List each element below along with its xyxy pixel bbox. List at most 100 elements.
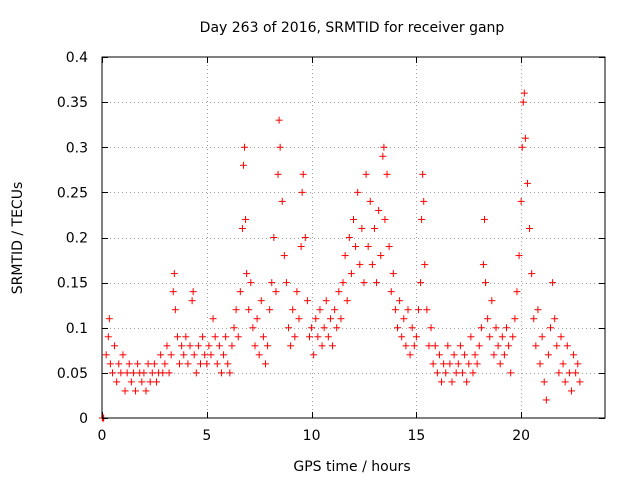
- data-point: [182, 333, 190, 341]
- y-tick-label: 0.35: [57, 95, 88, 111]
- data-point: [331, 306, 339, 314]
- data-point: [159, 369, 167, 377]
- data-point: [335, 288, 343, 296]
- data-point: [199, 333, 207, 341]
- data-point: [574, 360, 582, 368]
- data-point: [518, 143, 526, 151]
- data-point: [215, 342, 223, 350]
- data-point: [249, 324, 257, 332]
- data-point: [268, 279, 276, 287]
- data-point: [381, 215, 389, 223]
- data-point: [140, 369, 148, 377]
- data-point: [220, 351, 228, 359]
- data-point: [463, 378, 471, 386]
- data-point: [134, 360, 142, 368]
- data-point: [479, 261, 487, 269]
- data-point: [275, 116, 283, 124]
- data-point: [341, 252, 349, 260]
- data-point: [404, 306, 412, 314]
- data-point: [515, 252, 523, 260]
- data-point: [360, 279, 368, 287]
- data-point: [528, 270, 536, 278]
- data-point: [305, 333, 313, 341]
- data-point: [549, 279, 557, 287]
- data-point: [429, 360, 437, 368]
- data-point: [380, 143, 388, 151]
- data-point: [530, 315, 538, 323]
- data-point: [291, 333, 299, 341]
- data-point: [502, 324, 510, 332]
- data-point: [427, 324, 435, 332]
- data-point: [565, 369, 573, 377]
- data-point: [448, 378, 456, 386]
- data-point: [350, 215, 357, 223]
- data-point: [337, 315, 345, 323]
- data-point: [266, 306, 274, 314]
- data-point: [572, 369, 580, 377]
- data-point: [170, 270, 178, 278]
- data-point: [368, 261, 376, 269]
- data-point: [280, 252, 288, 260]
- data-point: [563, 342, 571, 350]
- data-point: [496, 360, 504, 368]
- data-point: [285, 324, 293, 332]
- data-point: [188, 297, 196, 305]
- data-point: [192, 369, 200, 377]
- data-point: [312, 315, 320, 323]
- data-point: [146, 378, 154, 386]
- data-point: [161, 360, 169, 368]
- data-point: [276, 143, 284, 151]
- data-point: [186, 342, 194, 350]
- data-point: [322, 297, 330, 305]
- data-point: [534, 306, 542, 314]
- data-point: [106, 360, 114, 368]
- data-point: [417, 279, 425, 287]
- data-point: [303, 297, 311, 305]
- data-point: [211, 333, 219, 341]
- data-point: [475, 342, 483, 350]
- data-point: [329, 342, 337, 350]
- data-point: [469, 369, 477, 377]
- data-point: [148, 369, 156, 377]
- data-point: [375, 206, 383, 214]
- data-point: [228, 342, 236, 350]
- data-point: [532, 342, 540, 350]
- data-point: [420, 197, 428, 205]
- data-point: [362, 170, 370, 178]
- data-point: [270, 234, 278, 241]
- data-point: [264, 342, 272, 350]
- data-point: [410, 342, 418, 350]
- data-point: [299, 170, 307, 178]
- data-point: [444, 342, 452, 350]
- data-point: [379, 152, 387, 160]
- data-point: [119, 351, 127, 359]
- data-point: [333, 324, 341, 332]
- data-point: [345, 234, 353, 241]
- data-point: [354, 188, 362, 196]
- data-point: [144, 360, 152, 368]
- data-point: [314, 333, 322, 341]
- data-point: [117, 369, 125, 377]
- data-point: [138, 378, 146, 386]
- data-point: [414, 306, 422, 314]
- data-point: [239, 161, 247, 169]
- y-tick-label: 0.15: [57, 276, 88, 292]
- data-point: [230, 324, 238, 332]
- data-point: [358, 224, 366, 232]
- data-point: [173, 333, 181, 341]
- y-tick-label: 0.25: [57, 185, 88, 201]
- data-point: [125, 360, 133, 368]
- data-point: [412, 333, 420, 341]
- chart-title: Day 263 of 2016, SRMTID for receiver gan…: [200, 20, 505, 36]
- data-point: [438, 378, 446, 386]
- data-point: [519, 98, 527, 106]
- data-point: [385, 243, 393, 251]
- data-point: [570, 351, 578, 359]
- data-point: [389, 270, 397, 278]
- data-point: [490, 351, 498, 359]
- data-point: [547, 324, 555, 332]
- data-point: [298, 188, 306, 196]
- data-point: [157, 351, 165, 359]
- data-point: [486, 333, 494, 341]
- data-point: [255, 351, 263, 359]
